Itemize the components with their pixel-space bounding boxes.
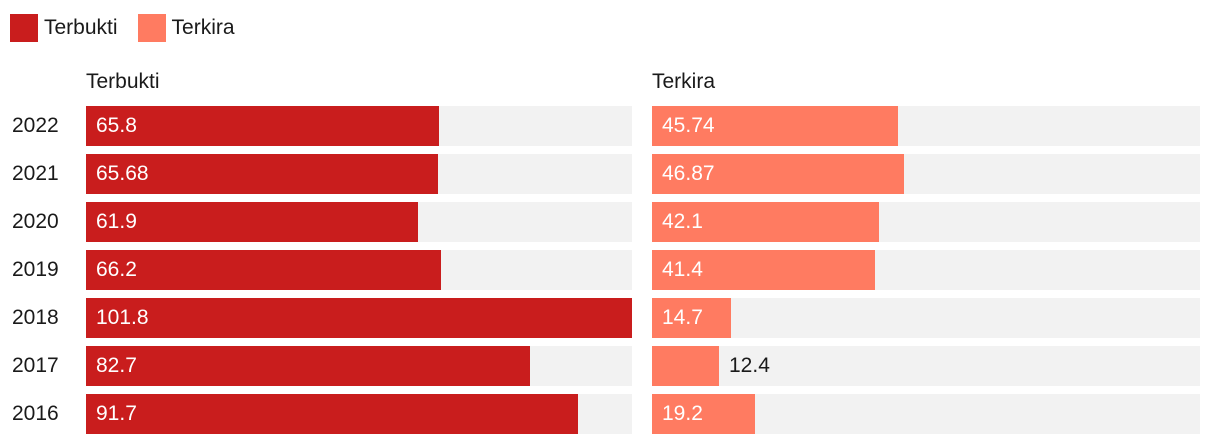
bar-track: 12.4 (652, 346, 1200, 386)
year-label-2020: 2020 (12, 210, 59, 233)
bar-track: 41.4 (652, 250, 1200, 290)
year-label-2018: 2018 (12, 306, 59, 329)
bar-terbukti-2021 (86, 154, 438, 194)
value-label: 19.2 (662, 402, 703, 425)
bar-terbukti-2020 (86, 202, 418, 242)
bar-terkira-2022 (652, 106, 898, 146)
legend-swatch-terbukti (10, 14, 38, 42)
legend-item-terbukti: Terbukti (10, 14, 118, 42)
panel-title-terkira: Terkira (652, 70, 716, 93)
value-label: 91.7 (96, 402, 137, 425)
value-label: 101.8 (96, 306, 149, 329)
value-label: 66.2 (96, 258, 137, 281)
value-label: 14.7 (662, 306, 703, 329)
bar-terbukti-2016 (86, 394, 578, 434)
bar-track: 46.87 (652, 154, 1200, 194)
bar-terbukti-2017 (86, 346, 530, 386)
bar-terkira-2017 (652, 346, 719, 386)
bar-terkira-2016 (652, 394, 755, 434)
legend: Terbukti Terkira (10, 12, 255, 44)
year-label-2016: 2016 (12, 402, 59, 425)
value-label: 42.1 (662, 210, 703, 233)
bar-terkira-2020 (652, 202, 879, 242)
bar-terbukti-2022 (86, 106, 439, 146)
legend-item-terkira: Terkira (137, 14, 235, 42)
bar-track: 14.7 (652, 298, 1200, 338)
bar-terbukti-2018 (86, 298, 632, 338)
value-label: 46.87 (662, 162, 715, 185)
legend-swatch-terkira (137, 14, 166, 42)
value-label: 41.4 (662, 258, 703, 281)
value-label: 61.9 (96, 210, 137, 233)
value-label: 82.7 (96, 354, 137, 377)
bar-track: 101.8 (86, 298, 632, 338)
bar-track: 65.8 (86, 106, 632, 146)
year-label-2019: 2019 (12, 258, 59, 281)
bar-track: 82.7 (86, 346, 632, 386)
bar-track: 66.2 (86, 250, 632, 290)
bar-track: 65.68 (86, 154, 632, 194)
value-label: 65.8 (96, 114, 137, 137)
bar-track: 91.7 (86, 394, 632, 434)
bar-track: 45.74 (652, 106, 1200, 146)
bar-terkira-2021 (652, 154, 904, 194)
bar-terkira-2018 (652, 298, 731, 338)
bar-track: 61.9 (86, 202, 632, 242)
bar-terbukti-2019 (86, 250, 441, 290)
bar-track: 42.1 (652, 202, 1200, 242)
value-label: 45.74 (662, 114, 715, 137)
bar-terkira-2019 (652, 250, 875, 290)
value-label: 65.68 (96, 162, 149, 185)
bar-track: 19.2 (652, 394, 1200, 434)
year-label-2022: 2022 (12, 114, 59, 137)
year-label-2021: 2021 (12, 162, 59, 185)
legend-label-terbukti: Terbukti (44, 16, 118, 39)
value-label: 12.4 (729, 354, 770, 377)
legend-label-terkira: Terkira (171, 16, 235, 39)
panel-title-terbukti: Terbukti (86, 70, 160, 93)
year-label-2017: 2017 (12, 354, 59, 377)
